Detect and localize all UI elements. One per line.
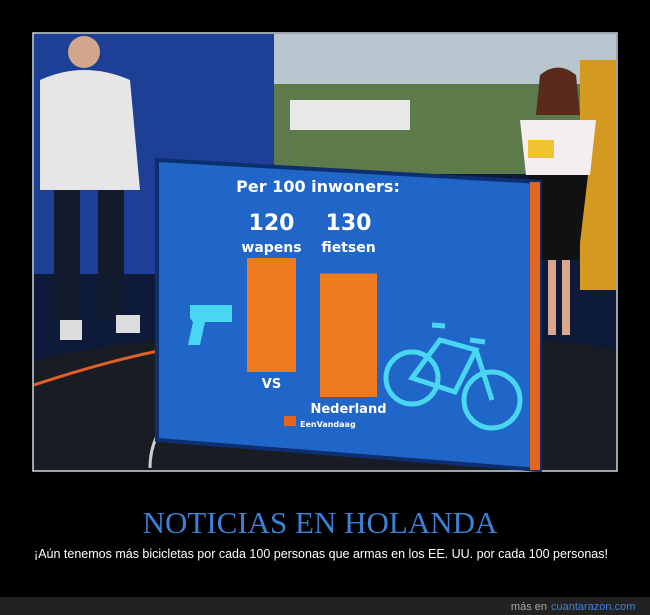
footer-prefix: más en (511, 601, 547, 613)
footer-bar (0, 597, 650, 615)
logo-text: EenVandaag (300, 420, 356, 429)
chart-title: Per 100 inwoners: (236, 177, 400, 196)
bicycle-icon (383, 322, 523, 431)
category-label: VS (262, 377, 281, 392)
presenter-woman (520, 67, 596, 335)
photo: EenVandaag (32, 32, 618, 473)
footer-link[interactable]: cuantarazon.com (551, 601, 635, 613)
presenter-man (40, 36, 140, 340)
unit-label: fietsen (321, 240, 375, 256)
value-label: 130 (326, 211, 372, 236)
poster-caption: ¡Aún tenemos más bicicletas por cada 100… (34, 547, 608, 561)
category-label: Nederland (310, 402, 386, 417)
bar (247, 258, 296, 372)
cars (290, 100, 410, 130)
value-label: 120 (249, 211, 295, 236)
bar (320, 273, 377, 397)
poster-title: NOTICIAS EN HOLANDA (143, 505, 498, 540)
gun-icon (188, 305, 232, 345)
unit-label: wapens (241, 240, 301, 256)
